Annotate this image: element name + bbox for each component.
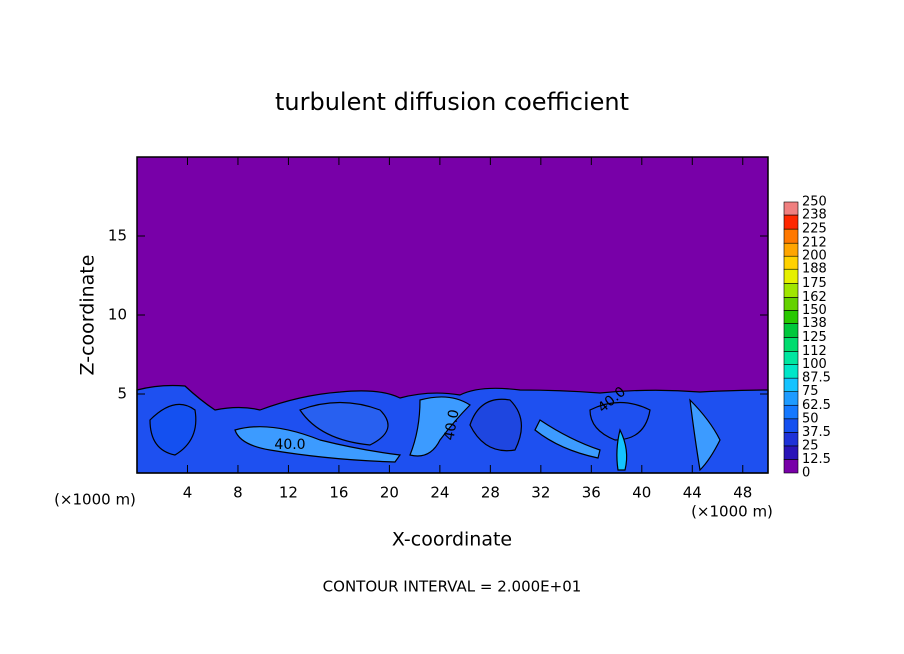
colorbar-label: 87.5	[802, 371, 831, 386]
turbulent-region	[136, 384, 769, 474]
colorbar-label: 150	[802, 303, 827, 318]
colorbar-bin	[783, 228, 799, 244]
colorbar-bin	[783, 445, 799, 460]
colorbar-bin	[783, 391, 799, 406]
colorbar-bin	[783, 268, 799, 284]
footer: CONTOUR INTERVAL = 2.000E+01	[323, 578, 582, 596]
x-tick-label: 32	[531, 484, 550, 502]
colorbar-label: 250	[802, 195, 827, 210]
colorbar-label: 50	[802, 411, 819, 426]
x-unit-label: (×1000 m)	[54, 491, 136, 509]
colorbar-label: 0	[802, 466, 810, 481]
colorbar-bin	[783, 323, 799, 338]
colorbar-bin	[783, 242, 799, 257]
colorbar-bin	[783, 404, 799, 420]
colorbar-label: 188	[802, 262, 827, 277]
x-tick-label: 8	[233, 484, 243, 502]
colorbar-bin	[783, 337, 799, 352]
x-unit-label: (×1000 m)	[691, 503, 773, 521]
y-tick-label: 15	[108, 227, 127, 245]
colorbar-bin	[783, 297, 799, 311]
colorbar-bin	[783, 459, 799, 474]
colorbar-bin	[783, 214, 799, 230]
colorbar-bin	[783, 418, 799, 433]
y-tick-label: 10	[108, 306, 127, 324]
colorbar-bin	[783, 310, 799, 324]
x-tick-label: 24	[430, 484, 449, 502]
colorbar-label: 37.5	[802, 425, 831, 440]
colorbar-bin	[783, 282, 799, 298]
colorbar-label: 100	[802, 357, 827, 372]
contour-label: 40.0	[441, 408, 462, 441]
x-tick-label: 48	[733, 484, 752, 502]
x-tick-label: 40	[632, 484, 651, 502]
x-tick-label: 20	[380, 484, 399, 502]
colorbar-label: 138	[802, 316, 827, 331]
chart-title: turbulent diffusion coefficient	[275, 88, 629, 116]
colorbar-label: 162	[802, 290, 827, 305]
colorbar-bin	[783, 255, 799, 270]
colorbar-label: 200	[802, 249, 827, 264]
x-tick-label: 44	[683, 484, 702, 502]
colorbar-bin	[783, 351, 799, 365]
colorbar-bin	[783, 201, 799, 216]
colorbar-label: 125	[802, 330, 827, 345]
colorbar-label: 238	[802, 208, 827, 223]
contour-label: 40.0	[274, 437, 305, 453]
x-tick-label: 28	[481, 484, 500, 502]
colorbar-label: 75	[802, 384, 819, 399]
colorbar-label: 62.5	[802, 398, 831, 413]
colorbar-label: 212	[802, 236, 827, 251]
colorbar-bin	[783, 364, 799, 379]
colorbar-bin	[783, 432, 799, 447]
colorbar-label: 25	[802, 438, 819, 453]
x-tick-label: 16	[329, 484, 348, 502]
y-axis-label: Z-coordinate	[77, 255, 99, 376]
y-tick-label: 5	[117, 385, 127, 403]
x-tick-label: 4	[183, 484, 193, 502]
colorbar-label: 225	[802, 222, 827, 237]
colorbar-label: 112	[802, 344, 827, 359]
colorbar-label: 12.5	[802, 452, 831, 467]
x-tick-label: 12	[279, 484, 298, 502]
x-tick-label: 36	[582, 484, 601, 502]
colorbar-label: 175	[802, 276, 827, 291]
colorbar-bin	[783, 377, 799, 392]
x-axis-label: X-coordinate	[392, 529, 512, 551]
